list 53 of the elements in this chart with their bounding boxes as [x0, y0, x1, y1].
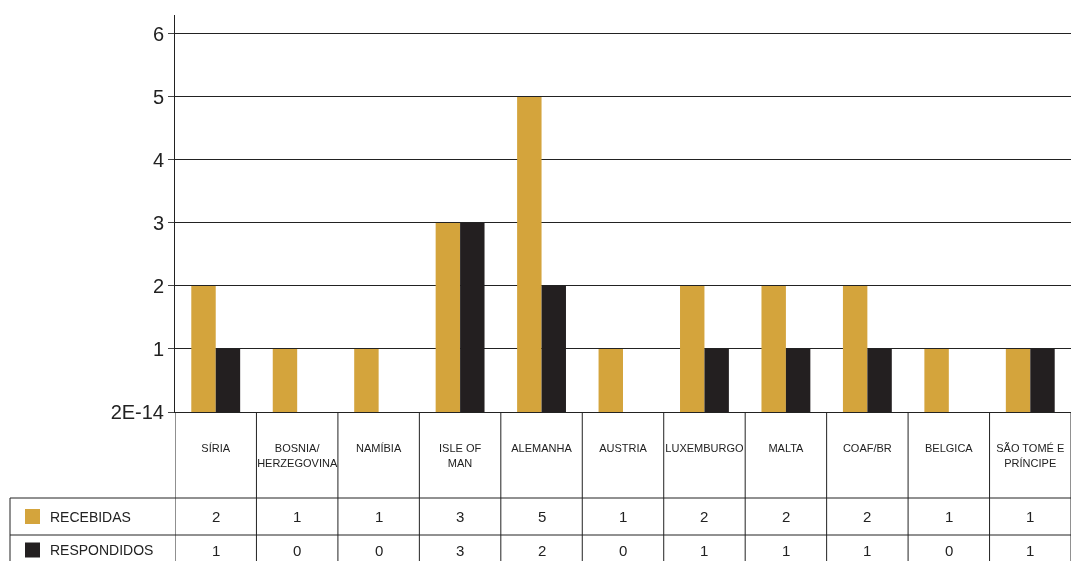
bar: [435, 222, 461, 412]
data-label: 5: [538, 508, 547, 525]
y-tick-label: 3: [152, 211, 164, 234]
data-label: 1: [782, 542, 791, 559]
data-label: 1: [619, 508, 628, 525]
x-tick-label: AUSTRIA: [599, 442, 648, 455]
data-label: 0: [619, 542, 628, 559]
data-label: 3: [456, 542, 465, 559]
data-label: 2: [538, 542, 547, 559]
bar: [354, 348, 379, 412]
data-label: 1: [375, 508, 384, 525]
x-tick-label: SÍRIA: [201, 442, 231, 455]
x-tick-label: MALTA: [768, 442, 805, 455]
legend-label: RECEBIDAS: [50, 509, 131, 525]
data-label: 0: [375, 542, 384, 559]
y-tick-label: 2E-14: [110, 401, 164, 423]
bar: [924, 348, 949, 412]
data-label: 2: [700, 508, 709, 525]
data-label: 2: [863, 508, 872, 525]
data-label: 1: [212, 542, 221, 559]
data-label: 1: [1026, 542, 1035, 559]
bar: [1005, 348, 1031, 412]
data-label: 1: [700, 542, 709, 559]
bar: [680, 285, 705, 412]
x-tick-label: ISLE OF MAN: [439, 442, 482, 469]
data-label: 1: [293, 508, 302, 525]
data-label: 0: [293, 542, 302, 559]
x-tick-label: SÃO TOMÉ E PRÍNCIPE: [996, 442, 1065, 469]
bar: [598, 348, 623, 412]
y-tick-label: 5: [152, 85, 164, 108]
bar: [191, 285, 216, 412]
y-tick-label: 1: [152, 337, 164, 360]
data-label: 1: [863, 542, 872, 559]
y-tick-label: 2: [152, 274, 164, 297]
bar: [272, 348, 298, 412]
bar: [842, 285, 868, 412]
bar: [517, 96, 542, 412]
bar: [761, 285, 786, 412]
x-tick-label: COAF/BR: [842, 442, 892, 455]
data-label: 1: [1026, 508, 1035, 525]
data-label: 1: [945, 508, 954, 525]
y-tick-label: 6: [152, 22, 164, 45]
legend-label: RESPONDIDOS: [50, 542, 154, 558]
x-tick-label: ALEMANHA: [511, 442, 573, 455]
data-label: 2: [212, 508, 221, 525]
x-tick-label: BELGICA: [924, 442, 974, 455]
x-tick-label: BOSNIA/HERZEGOVINA: [257, 442, 338, 469]
data-label: 0: [945, 542, 954, 559]
data-label: 3: [456, 508, 465, 525]
x-tick-label: NAMÍBIA: [356, 442, 402, 455]
y-tick-label: 4: [152, 148, 164, 171]
x-tick-label: LUXEMBURGO: [665, 442, 744, 455]
data-label: 2: [782, 508, 791, 525]
